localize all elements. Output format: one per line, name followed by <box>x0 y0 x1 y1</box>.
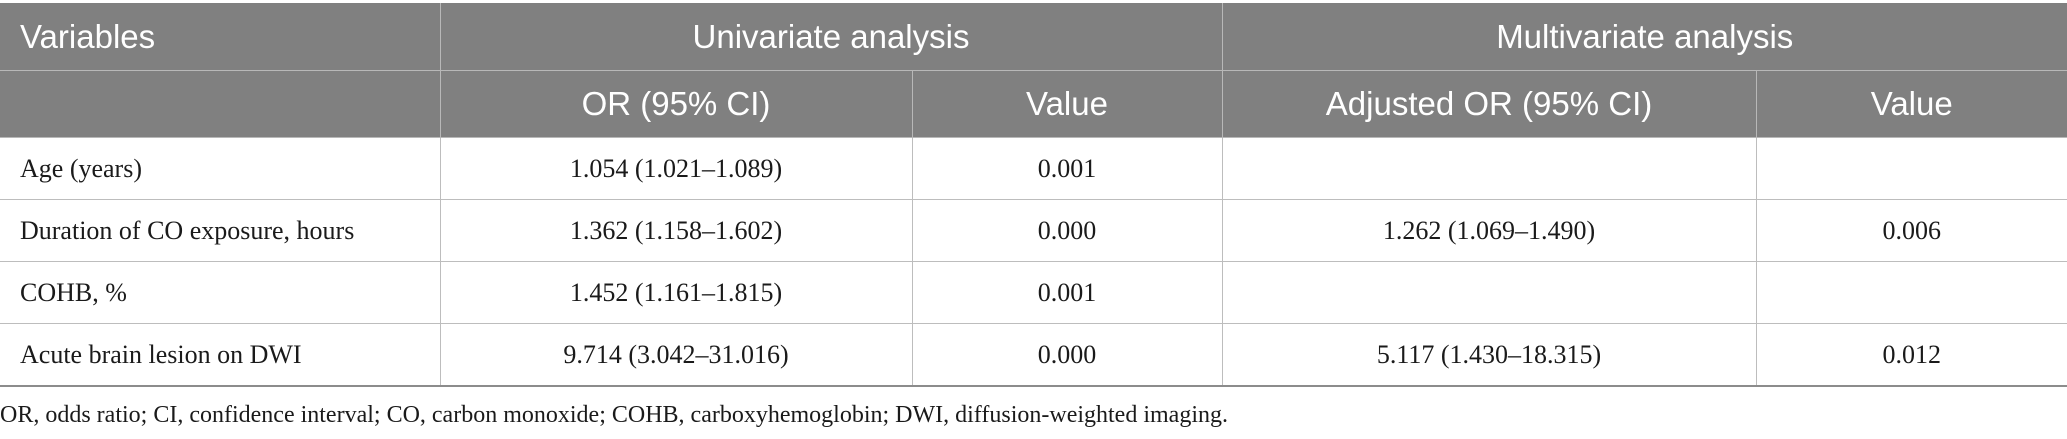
header-row-groups: Variables Univariate analysis Multivaria… <box>0 3 2067 71</box>
cell-adjusted-value: 0.012 <box>1755 323 2067 387</box>
table-row: Duration of CO exposure, hours 1.362 (1.… <box>0 199 2067 262</box>
header-variables: Variables <box>0 3 440 71</box>
header-row-columns: OR (95% CI) Value Adjusted OR (95% CI) V… <box>0 70 2067 138</box>
table-footnote: OR, odds ratio; CI, confidence interval;… <box>0 402 1228 428</box>
header-or-ci: OR (95% CI) <box>439 70 912 138</box>
table-row: Age (years) 1.054 (1.021–1.089) 0.001 <box>0 137 2067 200</box>
header-value-univariate: Value <box>911 70 1222 138</box>
cell-variable: Acute brain lesion on DWI <box>0 323 440 387</box>
cell-or-ci: 9.714 (3.042–31.016) <box>439 323 912 387</box>
cell-or-ci: 1.452 (1.161–1.815) <box>439 261 912 324</box>
cell-variable: Duration of CO exposure, hours <box>0 199 440 262</box>
cell-value: 0.000 <box>911 199 1222 262</box>
header-blank <box>0 70 440 138</box>
cell-adjusted-or-ci: 5.117 (1.430–18.315) <box>1221 323 1756 387</box>
table-header: Variables Univariate analysis Multivaria… <box>0 3 2067 138</box>
header-adjusted-or-ci: Adjusted OR (95% CI) <box>1221 70 1756 138</box>
cell-adjusted-value <box>1755 261 2067 324</box>
cell-value: 0.000 <box>911 323 1222 387</box>
regression-table: Variables Univariate analysis Multivaria… <box>0 3 2067 387</box>
cell-value: 0.001 <box>911 261 1222 324</box>
cell-adjusted-or-ci <box>1221 137 1756 200</box>
cell-value: 0.001 <box>911 137 1222 200</box>
regression-table-container: Variables Univariate analysis Multivaria… <box>0 3 2067 387</box>
header-value-multivariate: Value <box>1755 70 2067 138</box>
cell-adjusted-value <box>1755 137 2067 200</box>
cell-variable: Age (years) <box>0 137 440 200</box>
header-univariate-analysis: Univariate analysis <box>439 3 1222 71</box>
cell-or-ci: 1.362 (1.158–1.602) <box>439 199 912 262</box>
table-body: Age (years) 1.054 (1.021–1.089) 0.001 Du… <box>0 137 2067 387</box>
cell-or-ci: 1.054 (1.021–1.089) <box>439 137 912 200</box>
table-row: Acute brain lesion on DWI 9.714 (3.042–3… <box>0 323 2067 387</box>
cell-adjusted-value: 0.006 <box>1755 199 2067 262</box>
header-multivariate-analysis: Multivariate analysis <box>1221 3 2067 71</box>
cell-adjusted-or-ci: 1.262 (1.069–1.490) <box>1221 199 1756 262</box>
cell-adjusted-or-ci <box>1221 261 1756 324</box>
table-row: COHB, % 1.452 (1.161–1.815) 0.001 <box>0 261 2067 324</box>
cell-variable: COHB, % <box>0 261 440 324</box>
